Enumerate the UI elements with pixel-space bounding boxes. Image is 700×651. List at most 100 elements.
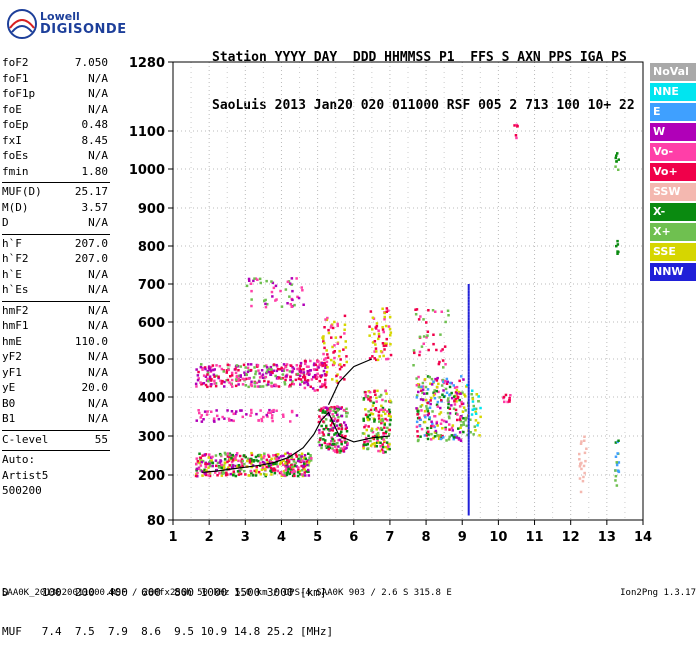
echo-point bbox=[237, 374, 241, 378]
y-tick-label: 500 bbox=[138, 353, 165, 368]
echo-point bbox=[417, 390, 420, 394]
echo-point bbox=[214, 454, 218, 457]
echo-point bbox=[338, 438, 342, 442]
echo-point bbox=[506, 400, 509, 404]
echo-point bbox=[381, 326, 384, 329]
echo-point bbox=[381, 342, 385, 345]
echo-point bbox=[213, 375, 216, 378]
legend-w: W bbox=[650, 123, 696, 141]
echo-point bbox=[327, 413, 330, 417]
param-value: 8.45 bbox=[81, 133, 109, 147]
echo-point bbox=[320, 424, 323, 428]
echo-point bbox=[304, 359, 307, 363]
echo-point bbox=[617, 439, 620, 442]
echo-point bbox=[324, 378, 327, 382]
echo-point bbox=[245, 373, 248, 377]
echo-point bbox=[427, 348, 430, 352]
echo-point bbox=[215, 409, 218, 412]
echo-point bbox=[199, 365, 203, 369]
echo-point bbox=[263, 364, 266, 368]
echo-point bbox=[221, 470, 225, 473]
echo-point bbox=[304, 362, 307, 366]
echo-point bbox=[333, 405, 336, 409]
echo-point bbox=[328, 442, 331, 446]
echo-point bbox=[260, 456, 263, 459]
echo-point bbox=[426, 413, 430, 417]
echo-point bbox=[614, 479, 617, 482]
echo-point bbox=[330, 427, 334, 430]
echo-point bbox=[303, 462, 306, 465]
echo-point bbox=[316, 372, 319, 375]
echo-point bbox=[280, 366, 283, 370]
echo-point bbox=[207, 474, 210, 477]
echo-point bbox=[302, 371, 306, 374]
echo-point bbox=[388, 408, 391, 412]
echo-point bbox=[258, 453, 261, 457]
echo-point bbox=[378, 420, 381, 423]
echo-point bbox=[336, 322, 339, 326]
echo-point bbox=[266, 303, 269, 306]
echo-point-nnw bbox=[467, 290, 470, 294]
echo-point bbox=[235, 364, 239, 367]
echo-point bbox=[303, 386, 307, 390]
echo-point bbox=[371, 316, 375, 319]
echo-point bbox=[616, 152, 619, 155]
echo-point bbox=[239, 409, 242, 412]
echo-point bbox=[474, 407, 478, 411]
echo-point bbox=[448, 407, 452, 410]
echo-point bbox=[471, 397, 475, 401]
echo-point bbox=[228, 364, 231, 367]
echo-point bbox=[452, 384, 455, 387]
echo-point bbox=[426, 426, 429, 430]
echo-point bbox=[426, 407, 429, 411]
echo-point bbox=[475, 393, 479, 396]
echo-point bbox=[455, 388, 459, 392]
echo-point bbox=[429, 399, 432, 402]
echo-point bbox=[303, 464, 307, 468]
echo-point bbox=[209, 459, 212, 463]
echo-point bbox=[335, 448, 338, 451]
echo-point bbox=[230, 378, 234, 382]
echo-point bbox=[241, 377, 244, 381]
echo-point bbox=[332, 415, 335, 418]
echo-point bbox=[444, 363, 447, 366]
echo-point bbox=[385, 441, 389, 444]
echo-point bbox=[309, 369, 312, 372]
echo-point bbox=[264, 302, 267, 306]
echo-point bbox=[289, 420, 292, 423]
echo-point bbox=[447, 402, 450, 406]
y-tick-label: 80 bbox=[147, 514, 165, 529]
echo-point bbox=[616, 250, 619, 253]
echo-point bbox=[425, 434, 429, 437]
echo-point bbox=[333, 362, 336, 365]
echo-point bbox=[442, 366, 445, 369]
param-value: 0.48 bbox=[81, 118, 109, 131]
echo-point bbox=[340, 440, 343, 443]
echo-point bbox=[307, 470, 310, 473]
echo-point bbox=[426, 409, 430, 413]
echo-point bbox=[321, 336, 324, 339]
echo-point-nnw bbox=[467, 332, 470, 336]
echo-point bbox=[426, 330, 430, 333]
echo-point bbox=[318, 415, 321, 418]
echo-point bbox=[260, 374, 263, 378]
echo-point bbox=[228, 453, 231, 457]
echo-point bbox=[435, 422, 438, 425]
echo-point bbox=[386, 447, 389, 451]
echo-point bbox=[213, 379, 216, 383]
echo-point bbox=[255, 465, 258, 469]
echo-point bbox=[276, 469, 280, 473]
echo-point bbox=[243, 469, 246, 473]
x-tick-label: 1 bbox=[168, 530, 177, 545]
echo-point bbox=[249, 469, 253, 473]
echo-point bbox=[433, 397, 437, 400]
echo-point bbox=[325, 407, 329, 410]
echo-point bbox=[317, 366, 320, 369]
echo-point bbox=[330, 436, 333, 439]
echo-point bbox=[375, 396, 378, 400]
echo-point bbox=[420, 404, 424, 407]
echo-point bbox=[289, 378, 292, 382]
echo-point bbox=[450, 396, 454, 400]
echo-point bbox=[320, 374, 324, 377]
echo-point-nnw bbox=[467, 503, 470, 507]
